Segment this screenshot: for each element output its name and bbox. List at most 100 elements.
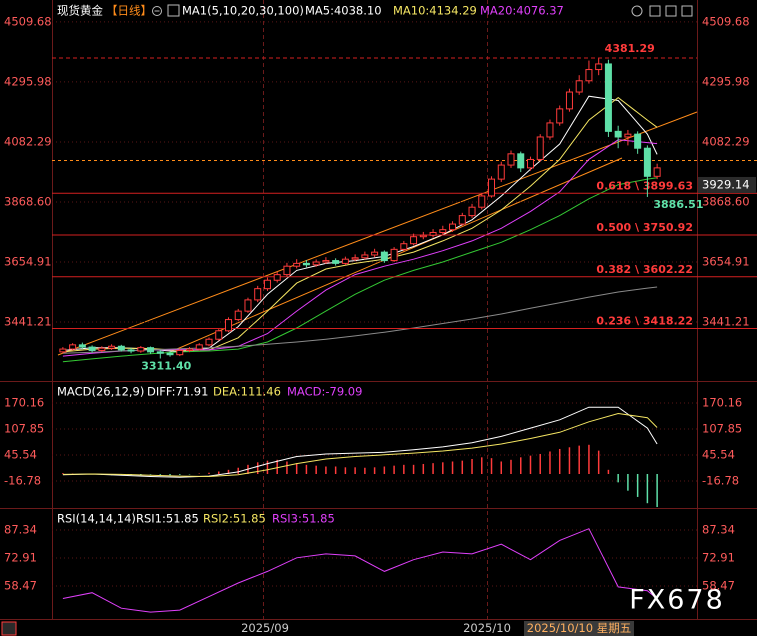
candle-body — [575, 80, 583, 93]
indicator-title: RSI(14,14,14) — [57, 512, 136, 526]
candle-body — [468, 206, 476, 217]
candle-body — [517, 153, 525, 169]
candle-body — [88, 346, 96, 351]
candle-body — [429, 231, 437, 236]
fib-label: 0.382 \ 3602.22 — [596, 263, 693, 276]
candle-body — [322, 260, 330, 263]
y-tick-label-left: 170.16 — [4, 395, 44, 409]
candle-body — [273, 274, 281, 281]
legend-entry: DEA:111.46 — [213, 385, 281, 399]
candle-body — [224, 319, 232, 332]
fib-label: 0.618 \ 3899.63 — [596, 179, 693, 192]
legend-entry: DIFF:71.91 — [147, 385, 208, 399]
zoom-icon[interactable] — [152, 6, 162, 16]
button-maximize[interactable] — [665, 5, 677, 17]
candle-body — [361, 254, 369, 259]
low-label: 3311.40 — [141, 360, 191, 373]
indicator-title: MACD(26,12,9) — [57, 385, 144, 399]
candle-body — [176, 349, 184, 356]
candle-body — [147, 347, 155, 353]
y-tick-label-right: 3441.21 — [702, 315, 750, 329]
candle-body — [302, 262, 310, 266]
panel-toggle[interactable] — [1, 621, 17, 636]
y-tick-label-left: 3654.91 — [4, 255, 52, 269]
candle-body — [390, 248, 398, 262]
candle-body — [439, 229, 447, 233]
candle-body — [634, 133, 642, 149]
candle-body — [585, 69, 593, 82]
candle-body — [614, 130, 622, 138]
candle-body — [195, 344, 203, 350]
candle-body — [556, 108, 564, 124]
candle-body — [653, 167, 661, 177]
candle-body — [215, 330, 223, 340]
time-grid — [263, 0, 488, 620]
time-label: 2025/10 — [463, 621, 511, 635]
candle-body — [78, 344, 86, 348]
candle-body — [244, 299, 252, 312]
candle-body — [565, 91, 573, 110]
candle-body — [59, 348, 67, 353]
y-tick-label-right: 3868.60 — [702, 194, 750, 208]
candle-body — [643, 147, 651, 177]
candle-body — [108, 345, 116, 349]
y-tick-label-right: 3654.91 — [702, 255, 750, 269]
y-tick-label-right: 87.34 — [702, 523, 735, 537]
y-tick-label-left: 3868.60 — [4, 194, 52, 208]
fib-label: 0.500 \ 3750.92 — [596, 221, 693, 234]
candle-body — [156, 351, 164, 354]
settings-icon[interactable] — [167, 4, 180, 17]
y-tick-label-left: 4082.29 — [4, 134, 52, 148]
rsi-line — [62, 528, 658, 613]
low-label: 3886.51 — [653, 198, 703, 211]
candle-body — [69, 344, 77, 350]
candle-body — [410, 236, 418, 245]
candle-body — [526, 158, 534, 169]
y-tick-label-right: 107.85 — [702, 421, 742, 435]
macd-line — [62, 406, 658, 478]
candle-body — [497, 164, 505, 180]
candle-body — [332, 260, 340, 264]
frame — [0, 0, 757, 620]
ma-line — [62, 286, 658, 354]
candle-body — [312, 261, 320, 266]
indicator-title: MA1(5,10,20,30,100) — [182, 4, 304, 18]
legend-entry: RSI2:51.85 — [203, 512, 266, 526]
button-refresh[interactable] — [631, 5, 643, 17]
candle-body — [98, 347, 106, 351]
y-tick-label-left: -16.78 — [4, 473, 41, 487]
candle-body — [263, 279, 271, 290]
period-label: 【日线】 — [106, 4, 152, 18]
candle-body — [234, 310, 242, 321]
zoom-icon-circle[interactable] — [152, 6, 162, 16]
candle-body — [624, 133, 632, 138]
candle-body — [380, 251, 388, 262]
legend-entry: MACD:-79.09 — [287, 385, 362, 399]
y-tick-label-left: 107.85 — [4, 421, 44, 435]
candle-body — [117, 345, 125, 351]
button-close[interactable] — [681, 5, 693, 17]
candle-body — [449, 223, 457, 231]
button-settings[interactable] — [649, 5, 661, 17]
trend-line-upper — [57, 111, 698, 356]
candle-body — [137, 347, 145, 352]
candle-body — [127, 349, 135, 352]
legend-entry: MA5:4038.10 — [305, 4, 382, 18]
candle-body — [604, 63, 612, 132]
cursor-date-box — [524, 621, 634, 636]
high-label: 4381.29 — [605, 42, 655, 55]
candle-body — [478, 195, 486, 208]
legend-entry: RSI3:51.85 — [272, 512, 335, 526]
y-tick-label-left: 3441.21 — [4, 315, 52, 329]
fib-label: 0.236 \ 3418.22 — [596, 314, 693, 327]
candle-body — [595, 63, 603, 71]
last-price-label: 3929.14 — [702, 177, 750, 191]
y-tick-label-left: 72.91 — [4, 550, 37, 564]
ma-line — [62, 95, 658, 353]
y-tick-label-left: 4509.68 — [4, 14, 52, 28]
y-tick-label-right: 4082.29 — [702, 134, 750, 148]
y-tick-label-right: 4509.68 — [702, 14, 750, 28]
